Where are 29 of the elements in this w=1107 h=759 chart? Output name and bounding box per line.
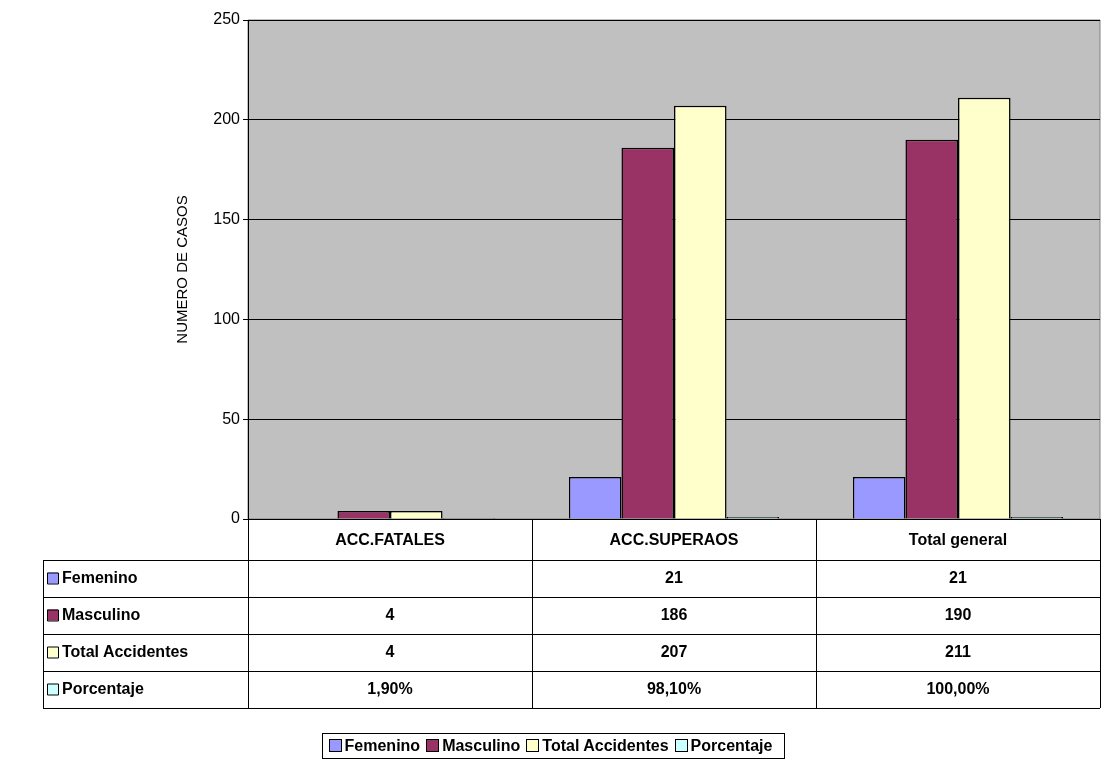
x-tick-label: ACC.SUPERAOS [609,531,739,549]
legend-label: Total Accidentes [541,737,669,755]
data-label: 100,00% [926,679,990,697]
y-axis-title: NUMERO DE CASOS [173,195,191,344]
y-tick-label: 0 [231,509,241,527]
data-label: 190 [944,605,972,623]
x-tick-label: ACC.FATALES [335,531,446,549]
legend-label: Porcentaje [689,737,773,755]
y-tick-label: 250 [213,10,241,28]
data-label: 186 [660,605,688,623]
text: Masculino [442,737,521,754]
data-label: 21 [665,568,683,586]
data-label: 21 [949,568,967,586]
y-tick-label: 150 [213,210,241,228]
data-label: 4 [385,605,395,623]
data-label: 211 [945,642,972,660]
y-tick-label: 50 [222,409,241,427]
text: Total Accidentes [62,642,189,660]
data-label: 207 [660,642,688,660]
data-label: 4 [385,642,395,660]
legend-label: Masculino [62,605,141,623]
data-label: 98,10% [646,679,702,697]
data-label: 1,90% [367,679,413,697]
text: Porcentaje [62,679,144,697]
y-tick-label: 100 [213,309,241,327]
y-tick-label: 200 [213,110,241,128]
legend-label: Femenino [343,737,421,755]
x-tick-label: Total general [908,531,1008,549]
text: Femenino [62,568,138,586]
